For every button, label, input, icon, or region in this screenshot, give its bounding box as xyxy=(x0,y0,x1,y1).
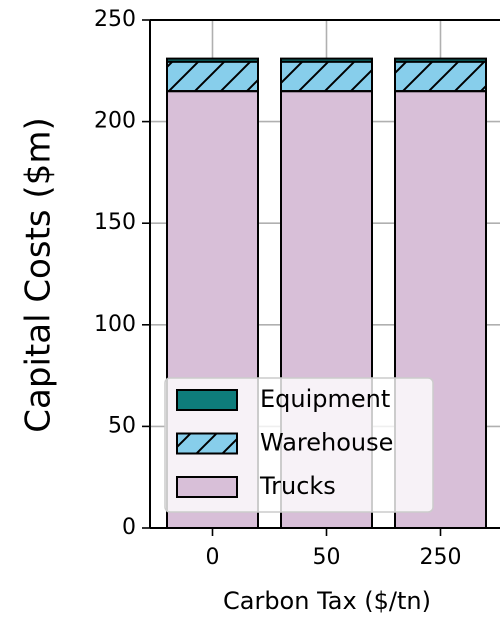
legend-swatch xyxy=(176,389,238,411)
y-axis-label: Capital Costs ($m) xyxy=(19,117,59,432)
bar-segment xyxy=(394,57,487,63)
y-tick-label: 250 xyxy=(94,7,136,32)
y-tick-label: 0 xyxy=(122,515,136,540)
x-tick-label: 250 xyxy=(420,545,462,570)
y-tick-label: 100 xyxy=(94,312,136,337)
hatch xyxy=(166,60,259,93)
x-tick-label: 0 xyxy=(206,545,220,570)
x-tick-label: 50 xyxy=(313,545,341,570)
y-tick-label: 50 xyxy=(108,413,136,438)
y-tick-label: 150 xyxy=(94,210,136,235)
hatch xyxy=(394,60,487,93)
bar-segment xyxy=(166,57,259,63)
legend-label: Trucks xyxy=(259,472,336,500)
hatch xyxy=(280,60,373,93)
legend-label: Warehouse xyxy=(260,429,393,457)
legend-label: Equipment xyxy=(260,385,390,413)
legend-hatch xyxy=(176,432,238,455)
legend-swatch xyxy=(176,476,238,498)
y-tick-label: 200 xyxy=(94,109,136,134)
x-axis-label: Carbon Tax ($/tn) xyxy=(223,587,431,615)
bar-segment xyxy=(280,57,373,63)
